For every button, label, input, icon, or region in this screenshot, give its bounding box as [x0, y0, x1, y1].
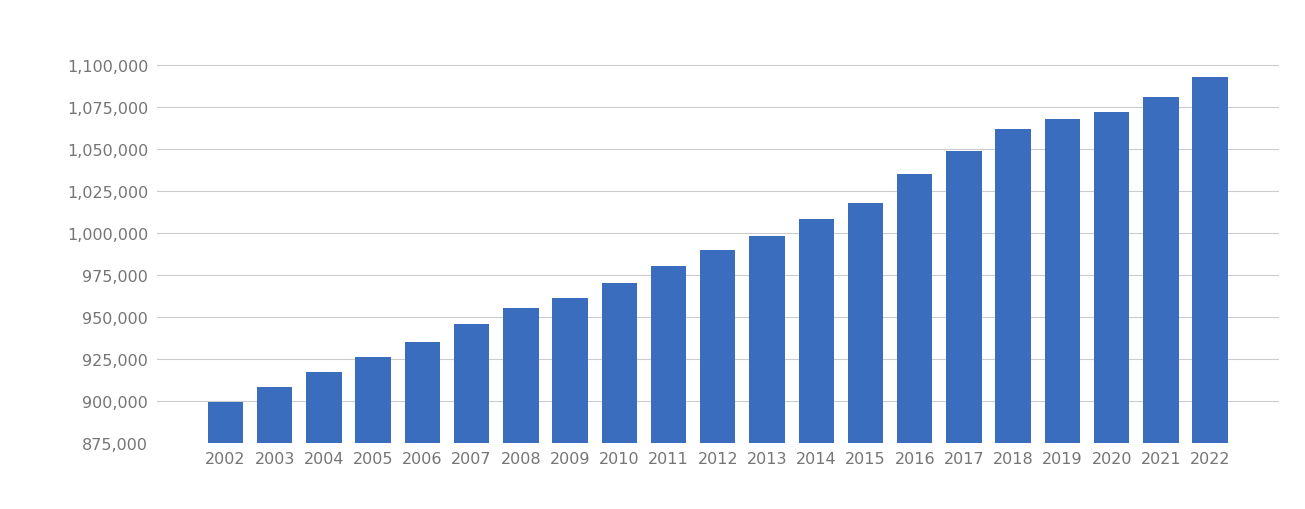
- Bar: [355, 357, 390, 509]
- Bar: [1094, 113, 1129, 509]
- Bar: [699, 250, 736, 509]
- Bar: [1045, 120, 1081, 509]
- Bar: [946, 151, 981, 509]
- Bar: [897, 175, 933, 509]
- Bar: [651, 267, 686, 509]
- Bar: [996, 129, 1031, 509]
- Bar: [1193, 77, 1228, 509]
- Bar: [502, 309, 539, 509]
- Bar: [552, 299, 587, 509]
- Bar: [1143, 98, 1178, 509]
- Bar: [799, 220, 834, 509]
- Bar: [257, 387, 292, 509]
- Bar: [307, 373, 342, 509]
- Bar: [405, 343, 440, 509]
- Bar: [848, 203, 883, 509]
- Bar: [749, 237, 784, 509]
- Bar: [454, 324, 489, 509]
- Bar: [207, 403, 243, 509]
- Bar: [602, 284, 637, 509]
